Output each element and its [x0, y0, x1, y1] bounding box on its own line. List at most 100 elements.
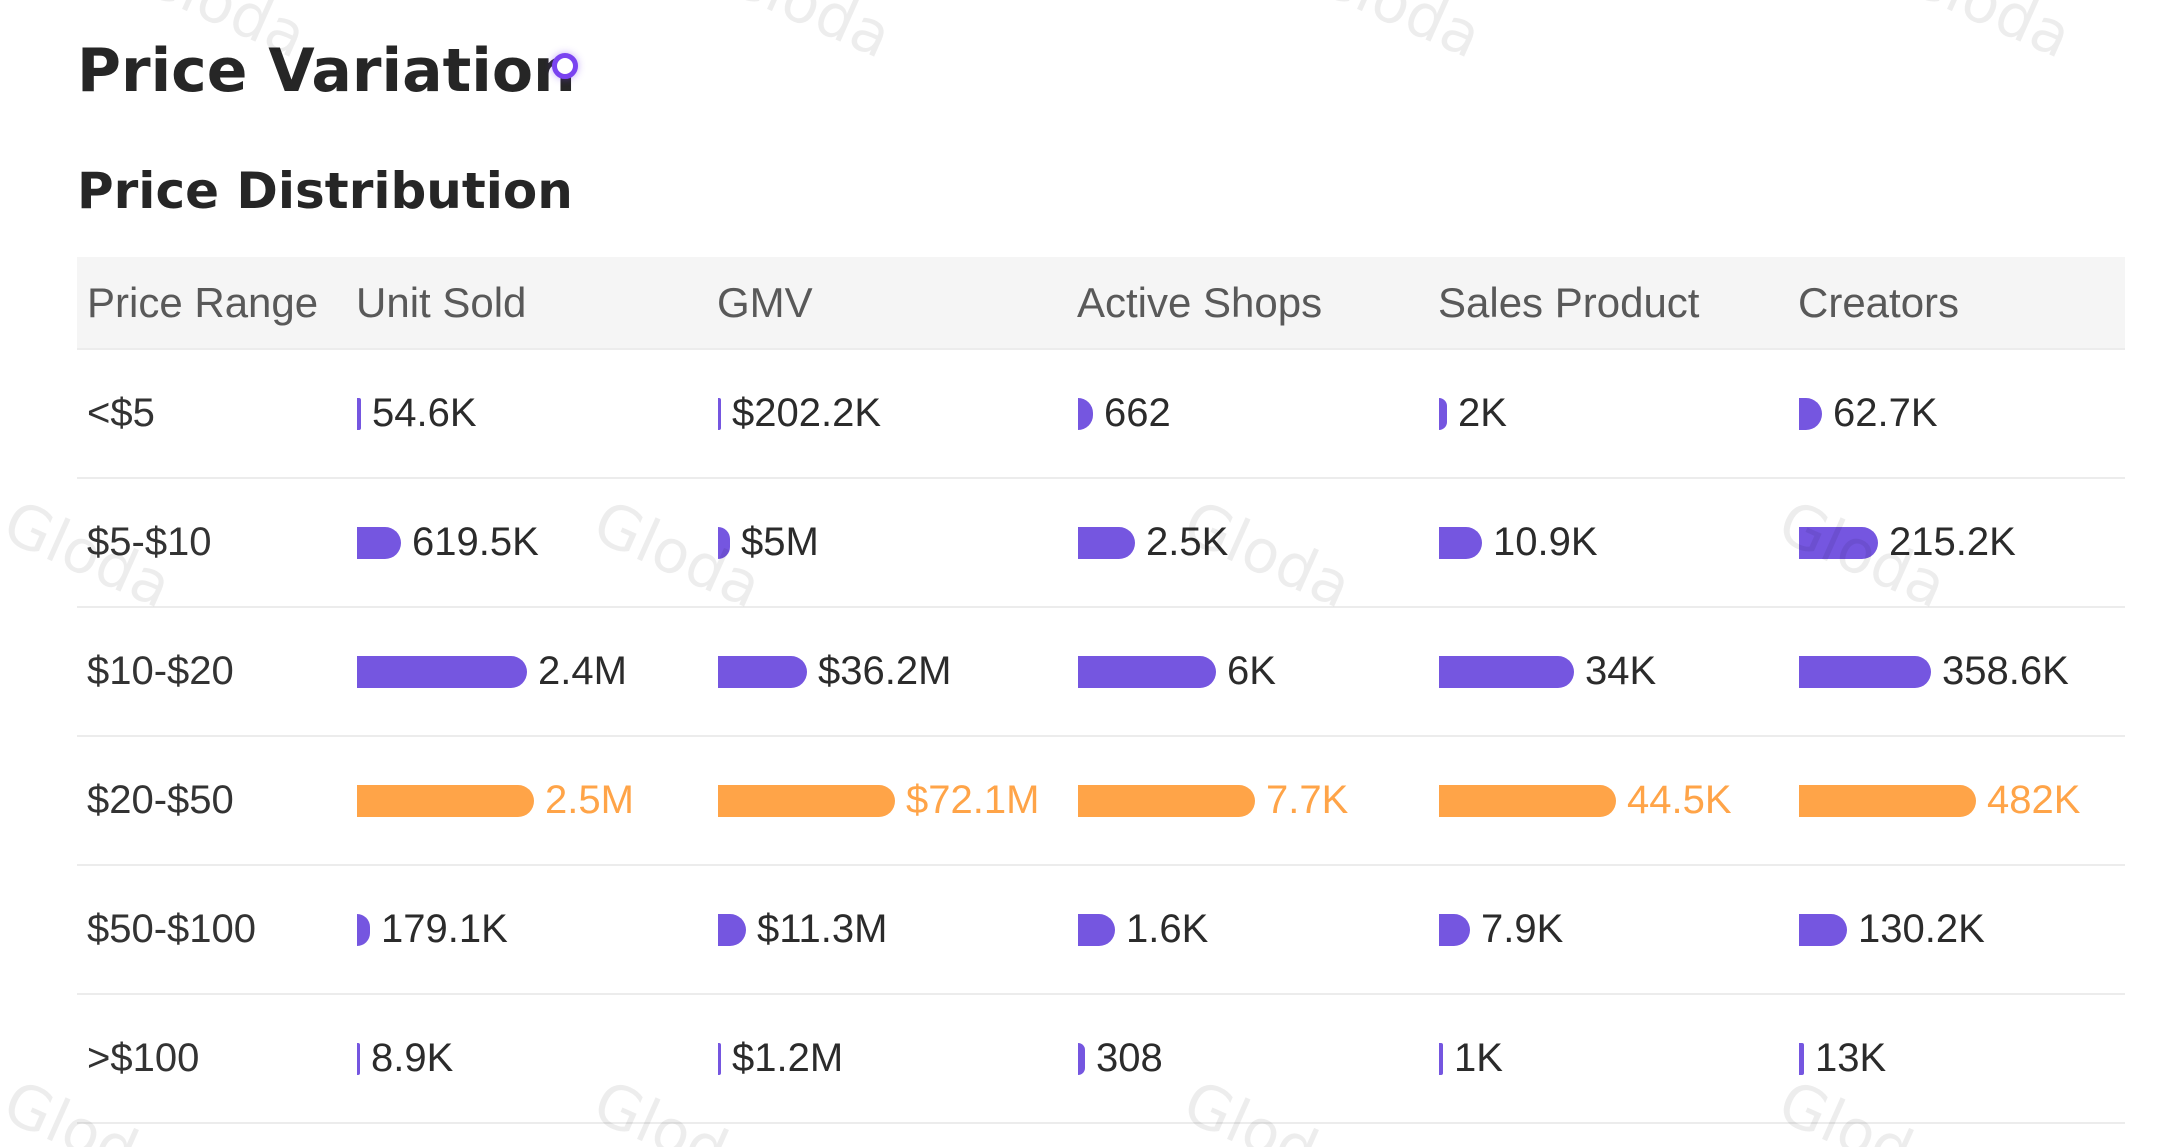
value-label: 1K — [1454, 1036, 1503, 1080]
value-label: 6K — [1227, 649, 1276, 693]
bar-gmv — [718, 397, 721, 430]
section-title: Price Distribution — [77, 162, 573, 220]
value-label: 662 — [1104, 391, 1171, 435]
watermark-text: Gloda — [1303, 0, 1492, 73]
watermark-text: Gloda — [1893, 0, 2082, 73]
value-label: 10.9K — [1493, 520, 1598, 564]
cell-creators: 62.7K — [1799, 350, 1938, 477]
cell-active-shops: 1.6K — [1078, 866, 1208, 993]
value-label: 7.7K — [1266, 778, 1349, 822]
bar-gmv — [718, 655, 807, 688]
value-label: 2.5K — [1146, 520, 1229, 564]
bar-creators — [1799, 1042, 1804, 1075]
table-row: >$100 8.9K $1.2M 308 1K 13K — [77, 995, 2125, 1124]
column-header-unit-sold[interactable]: Unit Sold — [356, 279, 527, 326]
cell-unit-sold: 619.5K — [357, 479, 539, 606]
bar-active-shops — [1078, 784, 1255, 817]
cell-active-shops: 662 — [1078, 350, 1171, 477]
cell-active-shops: 7.7K — [1078, 737, 1348, 864]
column-header-price-range[interactable]: Price Range — [87, 279, 319, 326]
bar-active-shops — [1078, 913, 1115, 946]
bar-creators — [1799, 655, 1931, 688]
bar-unit-sold — [357, 1042, 360, 1075]
bar-creators — [1799, 397, 1822, 430]
cell-creators: 215.2K — [1799, 479, 2016, 606]
bar-unit-sold — [357, 655, 527, 688]
cell-gmv: $1.2M — [718, 995, 843, 1122]
cell-sales-product: 44.5K — [1439, 737, 1732, 864]
cell-gmv: $5M — [718, 479, 819, 606]
cell-unit-sold: 2.4M — [357, 608, 627, 735]
value-label: 1.6K — [1126, 907, 1209, 951]
value-label: 7.9K — [1481, 907, 1564, 951]
status-dot-icon — [552, 53, 578, 79]
bar-unit-sold — [357, 397, 361, 430]
value-label: 2K — [1458, 391, 1507, 435]
bar-active-shops — [1078, 1042, 1085, 1075]
cell-active-shops: 2.5K — [1078, 479, 1228, 606]
bar-creators — [1799, 784, 1976, 817]
bar-active-shops — [1078, 526, 1135, 559]
bar-sales-product — [1439, 526, 1482, 559]
column-header-creators[interactable]: Creators — [1798, 279, 1960, 326]
cell-creators: 482K — [1799, 737, 2080, 864]
cell-sales-product: 34K — [1439, 608, 1656, 735]
table-body: <$5 54.6K $202.2K 662 2K 62.7K $5-$10 619.5K $5M… — [77, 350, 2125, 1124]
bar-sales-product — [1439, 784, 1616, 817]
bar-sales-product — [1439, 397, 1447, 430]
cell-gmv: $72.1M — [718, 737, 1039, 864]
bar-creators — [1799, 913, 1847, 946]
cell-gmv: $36.2M — [718, 608, 951, 735]
value-label: 2.4M — [538, 649, 627, 693]
table-row: $5-$10 619.5K $5M 2.5K 10.9K 215.2K — [77, 479, 2125, 608]
cell-unit-sold: 8.9K — [357, 995, 453, 1122]
bar-unit-sold — [357, 526, 401, 559]
price-range-label: <$5 — [87, 391, 155, 435]
table-row: $20-$50 2.5M $72.1M 7.7K 44.5K 482K — [77, 737, 2125, 866]
value-label: $11.3M — [757, 907, 888, 951]
column-header-gmv[interactable]: GMV — [717, 279, 813, 326]
value-label: 482K — [1987, 778, 2081, 822]
value-label: 179.1K — [381, 907, 508, 951]
price-range-label: $20-$50 — [87, 778, 234, 822]
column-header-active-shops[interactable]: Active Shops — [1077, 279, 1323, 326]
value-label: 130.2K — [1858, 907, 1985, 951]
value-label: $72.1M — [906, 778, 1040, 822]
cell-sales-product: 2K — [1439, 350, 1507, 477]
cell-unit-sold: 179.1K — [357, 866, 508, 993]
bar-unit-sold — [357, 913, 370, 946]
cell-gmv: $11.3M — [718, 866, 887, 993]
value-label: 215.2K — [1889, 520, 2016, 564]
bar-sales-product — [1439, 1042, 1443, 1075]
price-range-label: $50-$100 — [87, 907, 257, 951]
bar-sales-product — [1439, 913, 1470, 946]
cell-active-shops: 308 — [1078, 995, 1163, 1122]
value-label: 8.9K — [371, 1036, 454, 1080]
value-label: 308 — [1096, 1036, 1163, 1080]
value-label: 34K — [1585, 649, 1657, 693]
value-label: 13K — [1815, 1036, 1887, 1080]
watermark-text: Gloda — [713, 0, 902, 73]
table-row: $50-$100 179.1K $11.3M 1.6K 7.9K 130.2K — [77, 866, 2125, 995]
cell-active-shops: 6K — [1078, 608, 1276, 735]
bar-gmv — [718, 784, 895, 817]
cell-gmv: $202.2K — [718, 350, 881, 477]
price-distribution-table: Price Range Unit Sold GMV Active Shops Sales… — [77, 257, 2125, 1124]
table-row: $10-$20 2.4M $36.2M 6K 34K 358.6K — [77, 608, 2125, 737]
cell-sales-product: 1K — [1439, 995, 1503, 1122]
value-label: $5M — [741, 520, 819, 564]
value-label: 2.5M — [545, 778, 634, 822]
bar-gmv — [718, 913, 746, 946]
bar-gmv — [718, 1042, 721, 1075]
value-label: $36.2M — [818, 649, 952, 693]
bar-sales-product — [1439, 655, 1574, 688]
bar-active-shops — [1078, 655, 1216, 688]
price-range-label: >$100 — [87, 1036, 200, 1080]
cell-sales-product: 10.9K — [1439, 479, 1598, 606]
bar-active-shops — [1078, 397, 1093, 430]
value-label: 54.6K — [372, 391, 477, 435]
column-header-sales-product[interactable]: Sales Product — [1438, 279, 1700, 326]
table-row: <$5 54.6K $202.2K 662 2K 62.7K — [77, 350, 2125, 479]
page-title: Price Variation — [77, 36, 576, 106]
